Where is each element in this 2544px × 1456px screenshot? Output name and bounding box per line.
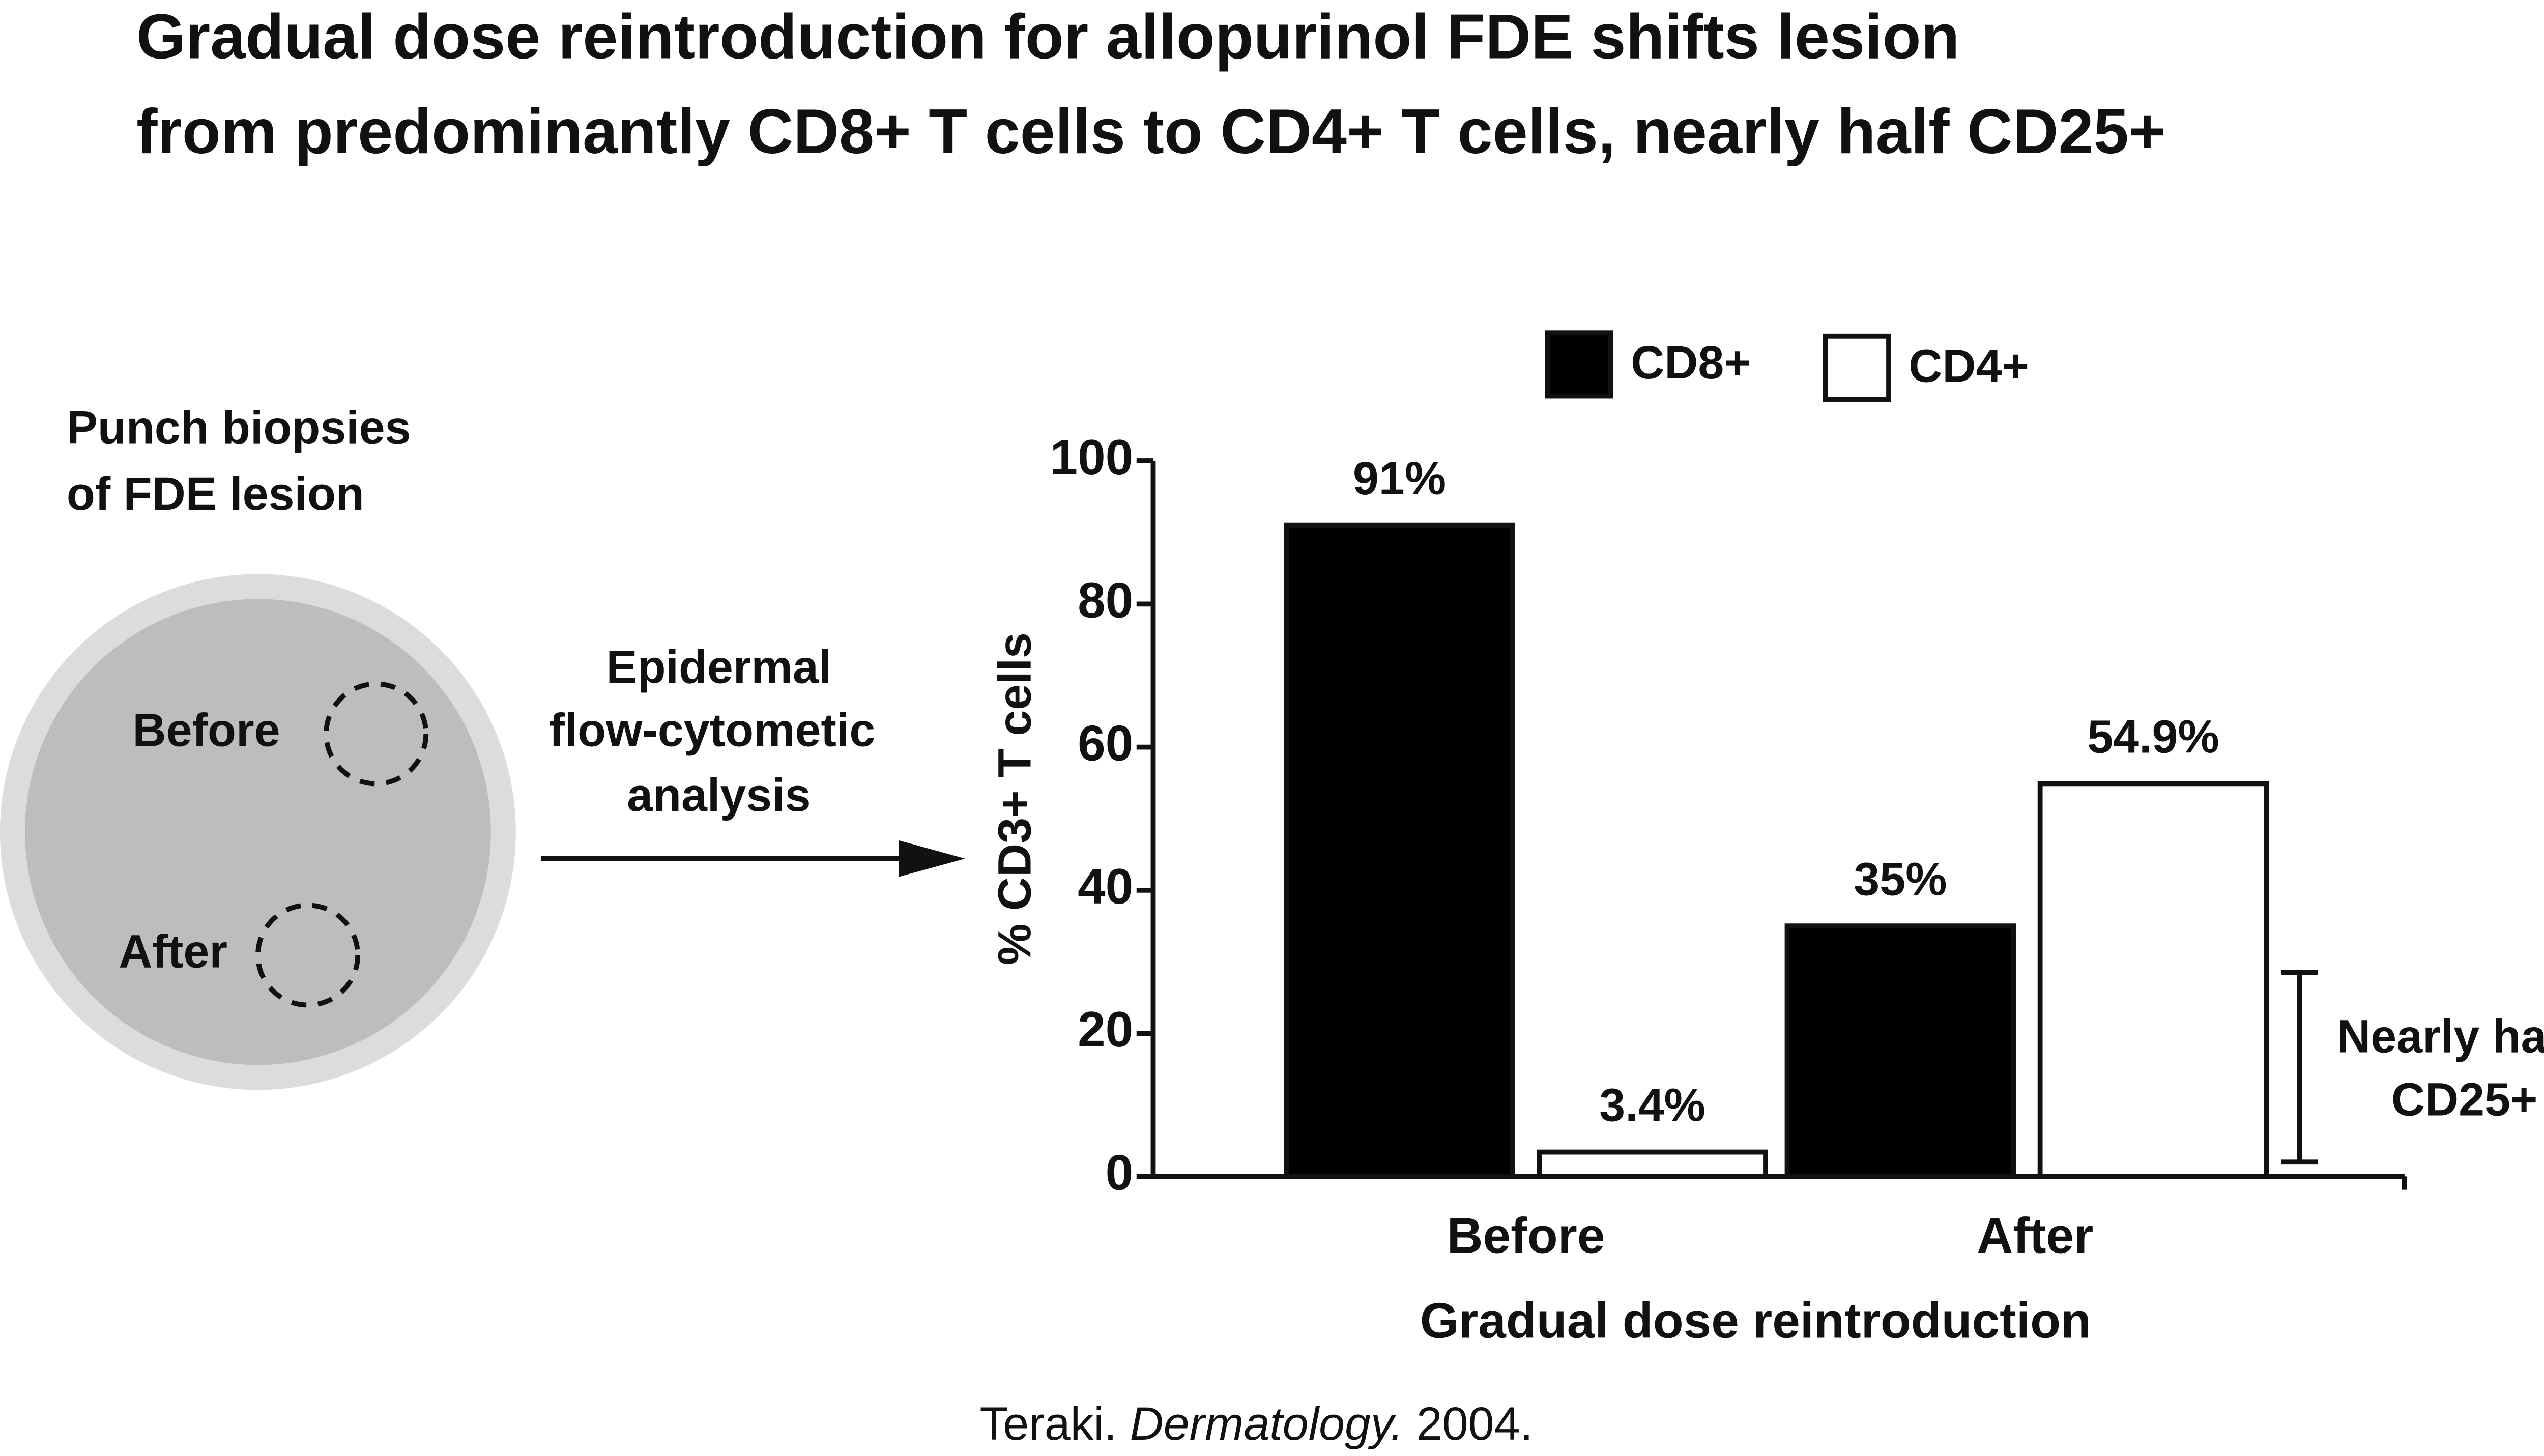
bar <box>1784 923 2016 1179</box>
legend-label: CD8+ <box>1631 337 1751 389</box>
bar <box>1537 1149 1768 1179</box>
y-tick-label: 60 <box>1078 715 1133 771</box>
arrow-label: analysis <box>627 769 811 821</box>
annotation-text: Nearly half <box>2337 1010 2544 1062</box>
site-circle <box>324 681 429 787</box>
value-label: 3.4% <box>1599 1080 1705 1131</box>
title-line: Gradual dose reintroduction for allopuri… <box>136 2 1959 72</box>
panel-title: of FDE lesion <box>67 468 364 520</box>
annotation-text: CD25+ <box>2391 1074 2538 1126</box>
x-tick-label: After <box>1977 1208 2093 1264</box>
site-label: After <box>119 926 227 978</box>
title-line: from predominantly CD8+ T cells to CD4+ … <box>136 97 2165 167</box>
y-tick-label: 40 <box>1078 858 1133 914</box>
panel-title: Punch biopsies <box>67 401 411 453</box>
citation-journal: Dermatology. <box>1130 1398 1404 1450</box>
legend-swatch <box>1823 333 1891 402</box>
bar <box>1284 522 1515 1179</box>
x-tick-label: Before <box>1447 1208 1605 1264</box>
legend-swatch <box>1545 330 1613 399</box>
y-axis-label: % CD3+ T cells <box>989 632 1041 965</box>
arrow-label: flow-cytometic <box>549 705 875 756</box>
arrow-label: Epidermal <box>606 641 832 693</box>
site-circle <box>255 902 361 1008</box>
y-tick-label: 100 <box>1050 429 1134 485</box>
biopsy-inner <box>25 599 491 1065</box>
citation: Teraki. Dermatology. 2004. <box>980 1398 1533 1450</box>
citation-year: 2004. <box>1403 1398 1533 1450</box>
arrow-head <box>899 840 965 877</box>
value-label: 54.9% <box>2087 711 2219 763</box>
legend-label: CD4+ <box>1909 340 2029 392</box>
y-tick-label: 20 <box>1078 1001 1133 1057</box>
x-axis-label: Gradual dose reintroduction <box>1420 1292 2091 1348</box>
y-tick-label: 80 <box>1078 572 1133 628</box>
value-label: 91% <box>1353 453 1446 505</box>
site-label: Before <box>133 705 280 756</box>
bar <box>2037 781 2269 1179</box>
citation-author: Teraki. <box>980 1398 1130 1450</box>
y-tick-label: 0 <box>1106 1144 1134 1200</box>
value-label: 35% <box>1854 853 1947 905</box>
